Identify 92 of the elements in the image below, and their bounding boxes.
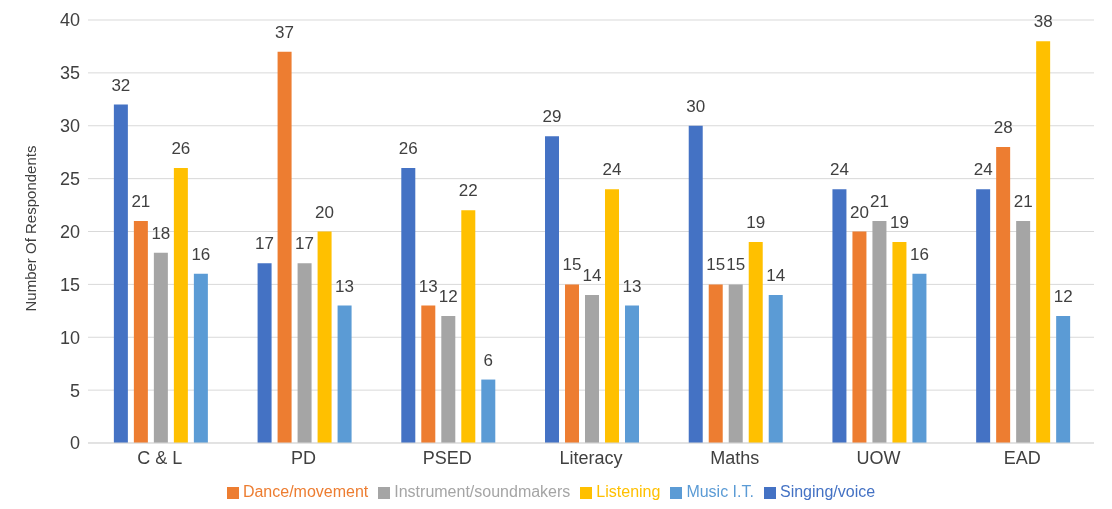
y-tick-label: 15: [59, 274, 80, 295]
data-label: 21: [1013, 191, 1033, 211]
data-label: 20: [315, 202, 335, 222]
data-label: 26: [171, 139, 191, 159]
legend-label: Instrument/soundmakers: [394, 483, 571, 500]
legend-label: Music I.T.: [686, 483, 754, 500]
x-tick-label: C & L: [137, 447, 183, 468]
data-label: 13: [418, 276, 438, 296]
legend-label: Listening: [596, 483, 661, 500]
data-label: 38: [1033, 12, 1053, 32]
x-tick-label: PSED: [422, 447, 472, 468]
data-label: 18: [151, 223, 171, 243]
bar: [257, 263, 272, 443]
bar: [153, 252, 168, 443]
y-tick-label: 30: [59, 116, 80, 137]
data-label: 22: [458, 181, 478, 201]
data-label: 21: [131, 191, 151, 211]
data-label: 6: [483, 350, 494, 370]
data-label: 13: [622, 276, 642, 296]
data-label: 21: [869, 191, 889, 211]
bar: [173, 168, 188, 443]
x-tick-label: UOW: [856, 447, 901, 468]
bar: [976, 189, 991, 443]
data-label: 15: [726, 255, 746, 275]
data-label: 14: [766, 265, 786, 285]
bar: [337, 305, 352, 443]
data-label: 26: [398, 139, 418, 159]
bar: [1016, 220, 1031, 443]
bar: [545, 136, 560, 443]
bar: [481, 379, 496, 443]
data-label: 19: [889, 213, 909, 233]
bar: [852, 231, 867, 443]
bar: [872, 220, 887, 443]
legend-label: Singing/voice: [779, 483, 876, 500]
bar: [461, 210, 476, 443]
data-label: 15: [562, 255, 582, 275]
data-label: 37: [275, 22, 295, 42]
y-tick-label: 20: [59, 221, 80, 242]
x-tick-label: EAD: [1003, 447, 1041, 468]
y-tick-label: 0: [69, 433, 80, 454]
data-label: 17: [295, 234, 315, 254]
legend-label: Dance/movement: [242, 483, 369, 500]
bar: [832, 189, 847, 443]
bar: [133, 220, 148, 443]
data-label: 12: [438, 287, 458, 307]
y-tick-label: 25: [59, 169, 80, 190]
data-label: 32: [111, 75, 131, 95]
bar: [421, 305, 436, 443]
y-tick-label: 5: [69, 380, 80, 401]
bar: [768, 294, 783, 443]
bar: [912, 273, 927, 443]
bar: [401, 168, 416, 443]
bar: [441, 316, 456, 443]
y-tick-label: 40: [59, 10, 80, 31]
bar: [688, 125, 703, 443]
data-label: 24: [602, 160, 622, 180]
bar: [113, 104, 128, 443]
bar: [317, 231, 332, 443]
x-tick-label: Literacy: [559, 447, 623, 468]
data-label: 19: [746, 213, 766, 233]
data-label: 24: [829, 160, 849, 180]
bar: [748, 242, 763, 443]
data-label: 30: [686, 96, 706, 116]
bar: [277, 51, 292, 443]
y-tick-label: 10: [59, 327, 80, 348]
bar: [1056, 316, 1071, 443]
bar: [728, 284, 743, 443]
bar: [996, 146, 1011, 443]
data-label: 28: [993, 117, 1013, 137]
x-tick-label: Maths: [710, 447, 760, 468]
x-tick-label: PD: [291, 447, 317, 468]
data-label: 14: [582, 265, 602, 285]
data-label: 24: [973, 160, 993, 180]
data-label: 16: [909, 244, 929, 264]
data-label: 29: [542, 107, 562, 127]
y-axis-title: Number Of Respondents: [22, 145, 40, 312]
bar: [297, 263, 312, 443]
data-label: 12: [1053, 287, 1073, 307]
data-label: 17: [255, 234, 275, 254]
bar: [625, 305, 640, 443]
bar: [605, 189, 620, 443]
bar: [892, 242, 907, 443]
bar: [585, 294, 600, 443]
bar: [193, 273, 208, 443]
bar: [1036, 41, 1051, 443]
data-label: 13: [335, 276, 355, 296]
bar: [565, 284, 580, 443]
data-label: 15: [706, 255, 726, 275]
y-tick-label: 35: [59, 63, 80, 84]
data-label: 20: [849, 202, 869, 222]
bar: [708, 284, 723, 443]
data-label: 16: [191, 244, 211, 264]
